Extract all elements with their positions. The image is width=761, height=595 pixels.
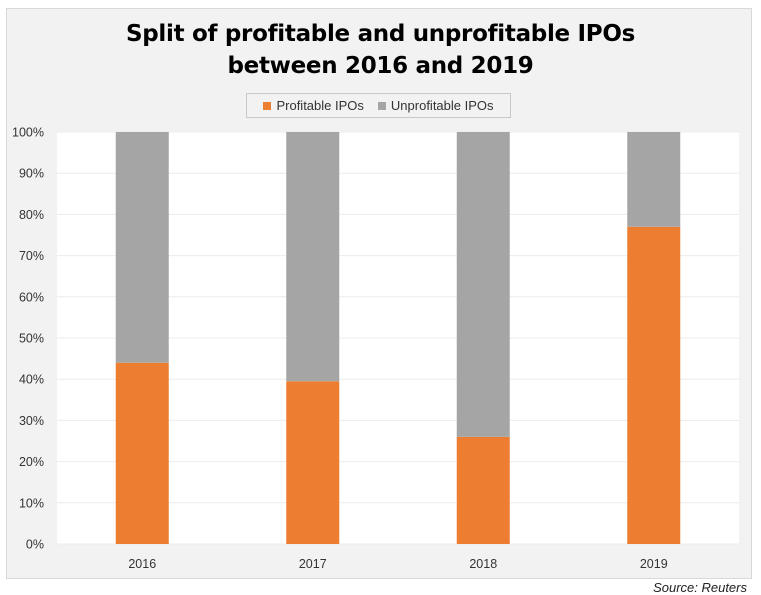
bar-unprofitable-2017 <box>286 132 340 382</box>
chart-title-line-2: between 2016 and 2019 <box>227 53 534 79</box>
y-tick-label: 60% <box>19 290 44 304</box>
x-tick-label: 2016 <box>128 557 156 571</box>
y-tick-label: 50% <box>19 332 44 346</box>
x-tick-label: 2017 <box>299 557 327 571</box>
bar-unprofitable-2016 <box>115 132 169 363</box>
legend-item-profitable: Profitable IPOs <box>263 98 364 113</box>
legend-label-profitable: Profitable IPOs <box>276 98 364 113</box>
bar-unprofitable-2019 <box>627 132 681 227</box>
legend-item-unprofitable: Unprofitable IPOs <box>377 98 494 113</box>
legend: Profitable IPOs Unprofitable IPOs <box>246 93 511 118</box>
y-tick-label: 100% <box>12 126 44 140</box>
y-tick-label: 30% <box>19 414 44 428</box>
legend-label-unprofitable: Unprofitable IPOs <box>390 98 494 113</box>
y-tick-label: 80% <box>19 208 44 222</box>
bar-profitable-2018 <box>456 436 510 544</box>
bar-unprofitable-2018 <box>456 132 510 437</box>
source-annotation: Source: Reuters <box>653 580 747 595</box>
y-tick-label: 10% <box>19 496 44 510</box>
y-tick-label: 70% <box>19 249 44 263</box>
legend-swatch-unprofitable <box>377 101 386 110</box>
bar-profitable-2016 <box>115 362 169 544</box>
y-tick-label: 0% <box>26 538 44 552</box>
x-tick-label: 2018 <box>469 557 497 571</box>
y-tick-label: 90% <box>19 167 44 181</box>
bar-profitable-2019 <box>627 226 681 544</box>
y-tick-label: 20% <box>19 455 44 469</box>
y-tick-label: 40% <box>19 373 44 387</box>
bar-profitable-2017 <box>286 381 340 544</box>
chart-title: Split of profitable and unprofitable IPO… <box>0 18 761 82</box>
legend-swatch-profitable <box>263 101 272 110</box>
x-tick-label: 2019 <box>640 557 668 571</box>
chart-title-line-1: Split of profitable and unprofitable IPO… <box>125 21 636 47</box>
